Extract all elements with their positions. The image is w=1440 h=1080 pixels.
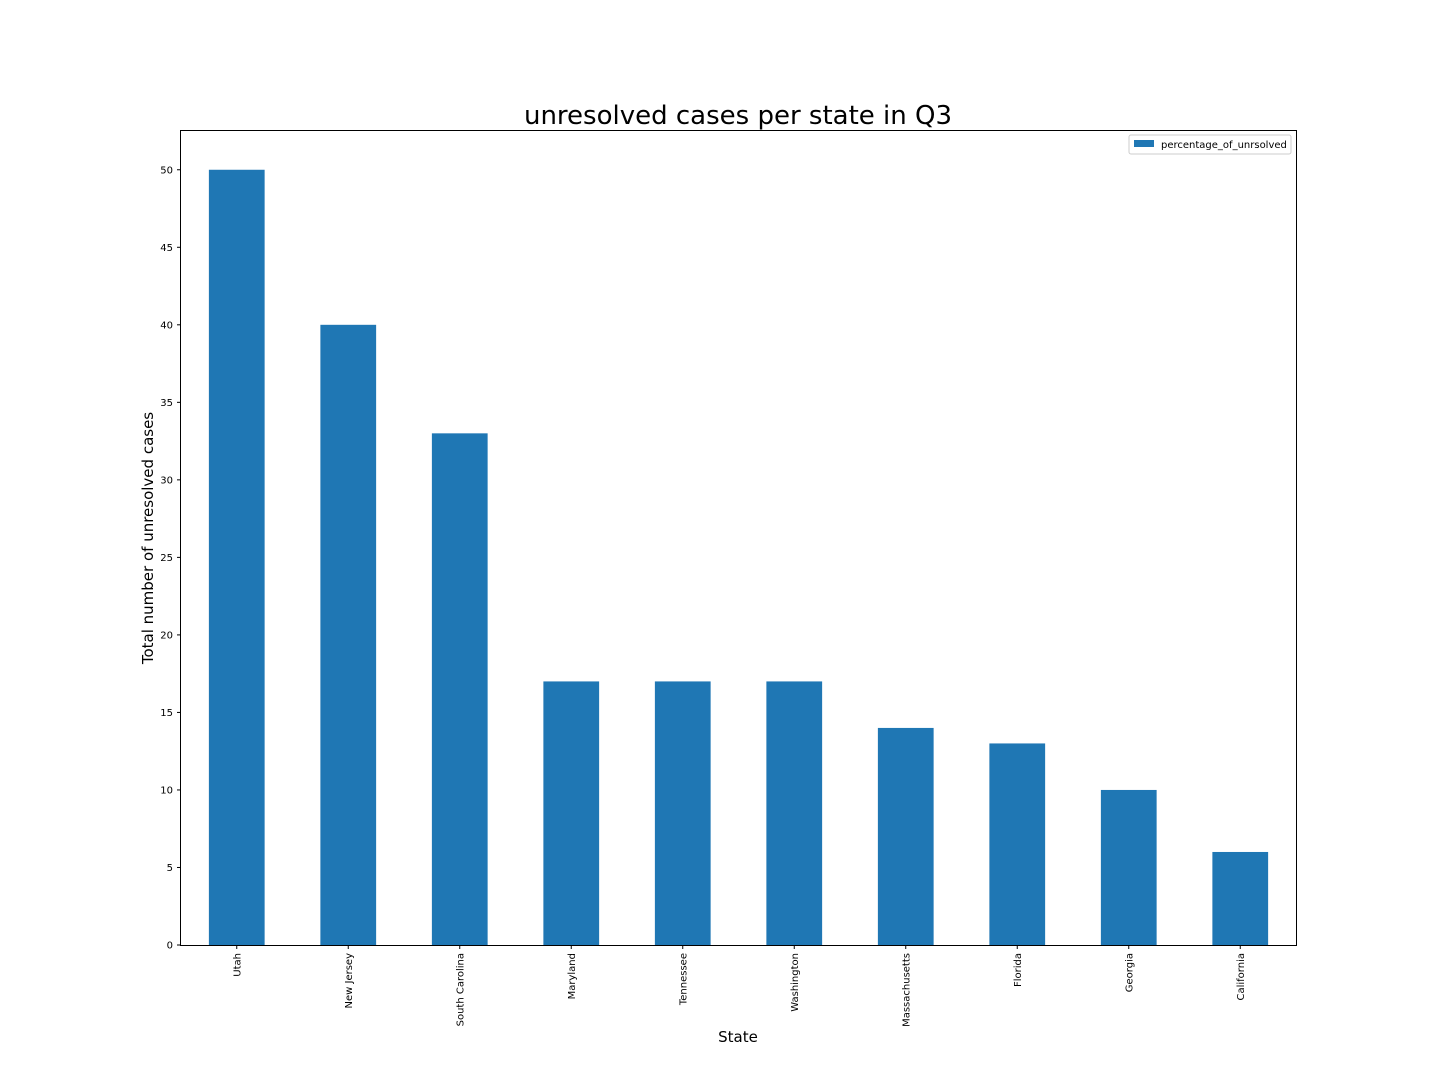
y-tick-label: 25 — [160, 553, 173, 564]
plot-area-frame — [180, 130, 1297, 946]
x-tick-label: Washington — [790, 953, 801, 1012]
y-tick-label: 10 — [160, 785, 173, 796]
x-tick-label: New Jersey — [344, 953, 355, 1009]
x-tick-label: California — [1236, 953, 1247, 1001]
y-tick-label: 15 — [160, 708, 173, 719]
x-tick-label: South Carolina — [455, 953, 466, 1026]
x-axis-ticks: Utah New Jersey South Carolina Maryland Tenn… — [232, 945, 1247, 1027]
bar-california — [1212, 851, 1269, 945]
y-tick-label: 30 — [160, 475, 173, 486]
legend-swatch — [1134, 140, 1154, 147]
y-tick-label: 45 — [160, 243, 173, 254]
chart-title: unresolved cases per state in Q3 — [524, 101, 952, 131]
y-tick-label: 5 — [167, 863, 173, 874]
bar-south-carolina — [431, 433, 488, 945]
y-axis-ticks: 0 5 10 15 20 25 30 35 40 45 50 — [160, 165, 181, 952]
y-tick-label: 50 — [160, 165, 173, 176]
bar-washington — [766, 681, 823, 945]
bars-group — [208, 169, 1269, 945]
bar-utah — [208, 169, 265, 945]
x-tick-label: Georgia — [1124, 953, 1135, 992]
bar-maryland — [543, 681, 600, 945]
y-tick-label: 40 — [160, 320, 173, 331]
legend-label: percentage_of_unrsolved — [1161, 140, 1287, 151]
x-tick-label: Maryland — [567, 953, 578, 999]
x-tick-label: Utah — [232, 953, 243, 977]
x-axis-title: State — [718, 1028, 758, 1046]
y-tick-label: 35 — [160, 398, 173, 409]
bar-georgia — [1100, 789, 1157, 945]
y-tick-label: 0 — [167, 941, 173, 952]
y-axis-title: Total number of unresolved cases — [139, 412, 157, 665]
x-tick-label: Tennessee — [678, 953, 689, 1006]
legend: percentage_of_unrsolved — [1128, 134, 1292, 155]
y-tick-label: 20 — [160, 630, 173, 641]
bar-new-jersey — [320, 324, 377, 945]
bar-massachusetts — [877, 727, 934, 945]
x-tick-label: Florida — [1013, 953, 1024, 987]
bar-florida — [989, 743, 1046, 945]
x-tick-label: Massachusetts — [901, 953, 912, 1027]
bar-tennessee — [654, 681, 711, 945]
legend-box — [1128, 134, 1292, 155]
